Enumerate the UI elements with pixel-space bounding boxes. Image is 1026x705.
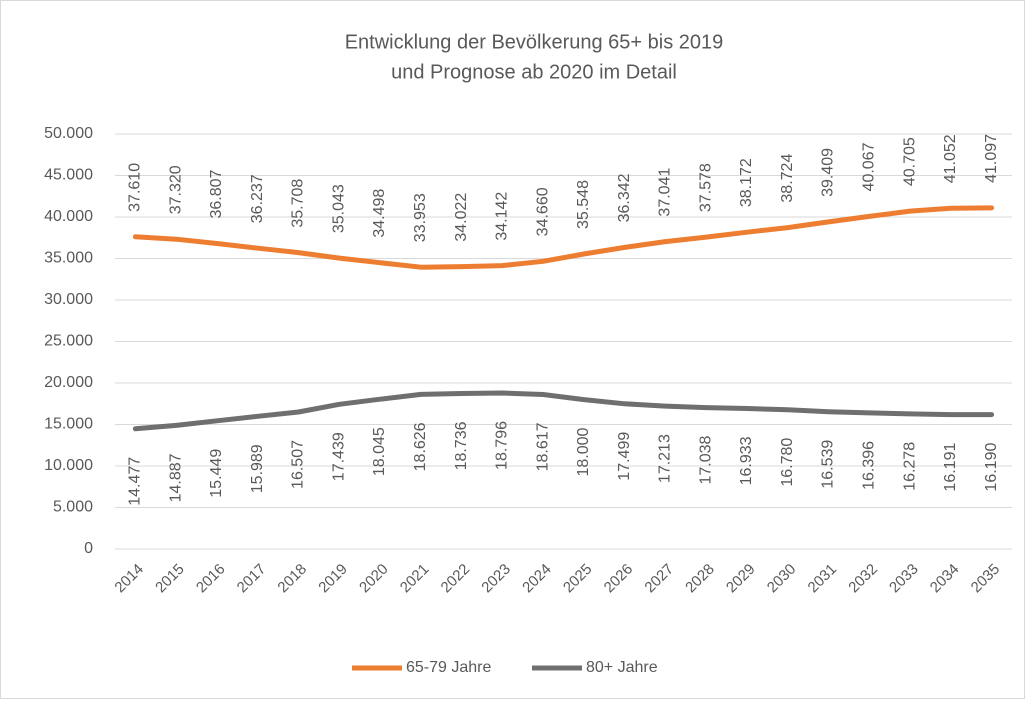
data-label: 37.578 [697,163,714,212]
series-line [132,390,995,432]
data-label: 18.000 [575,427,592,476]
data-label: 17.499 [616,432,633,481]
data-label: 16.278 [901,442,918,491]
data-label: 41.097 [983,134,1000,183]
data-label: 36.807 [208,169,225,218]
data-label: 17.213 [657,434,674,483]
data-label: 18.045 [371,427,388,476]
data-label: 16.507 [290,440,307,489]
data-label: 38.172 [738,158,755,207]
y-tick-label: 40.000 [44,208,93,225]
data-label: 16.780 [779,438,796,487]
data-label: 16.190 [983,443,1000,492]
data-label: 40.067 [861,142,878,191]
data-label: 35.548 [575,180,592,229]
y-tick-label: 45.000 [44,167,93,184]
data-label: 16.396 [861,441,878,490]
data-label: 16.539 [820,440,837,489]
y-tick-label: 35.000 [44,250,93,267]
data-label: 14.887 [167,453,184,502]
data-label: 18.626 [412,422,429,471]
legend-label: 80+ Jahre [586,659,658,676]
data-label: 17.038 [697,435,714,484]
data-label: 36.237 [249,174,266,223]
data-label: 35.708 [290,179,307,228]
y-tick-label: 5.000 [53,499,93,516]
series-line [132,205,995,270]
chart-title: und Prognose ab 2020 im Detail [391,61,677,83]
data-label: 37.610 [127,163,144,212]
legend-label: 65-79 Jahre [406,659,491,676]
data-label: 16.191 [942,443,959,492]
data-label: 34.142 [494,192,511,241]
data-label: 16.933 [738,436,755,485]
data-label: 18.736 [453,421,470,470]
data-label: 17.439 [330,432,347,481]
y-tick-label: 10.000 [44,457,93,474]
data-label: 34.498 [371,189,388,238]
data-label: 38.724 [779,154,796,203]
data-label: 18.796 [494,421,511,470]
data-label: 34.660 [534,187,551,236]
y-tick-label: 30.000 [44,291,93,308]
data-label: 36.342 [616,173,633,222]
data-label: 33.953 [412,193,429,242]
data-label: 35.043 [330,184,347,233]
y-tick-label: 25.000 [44,333,93,350]
data-label: 37.041 [657,168,674,217]
data-label: 37.320 [167,165,184,214]
data-label: 39.409 [820,148,837,197]
data-label: 18.617 [534,422,551,471]
y-tick-label: 50.000 [44,125,93,142]
y-tick-label: 15.000 [44,416,93,433]
data-label: 14.477 [127,457,144,506]
chart-title: Entwicklung der Bevölkerung 65+ bis 2019 [345,31,724,53]
data-label: 15.449 [208,449,225,498]
y-tick-label: 0 [84,540,93,557]
data-label: 15.989 [249,444,266,493]
data-label: 34.022 [453,193,470,242]
data-label: 40.705 [901,137,918,186]
y-tick-label: 20.000 [44,374,93,391]
data-label: 41.052 [942,134,959,183]
